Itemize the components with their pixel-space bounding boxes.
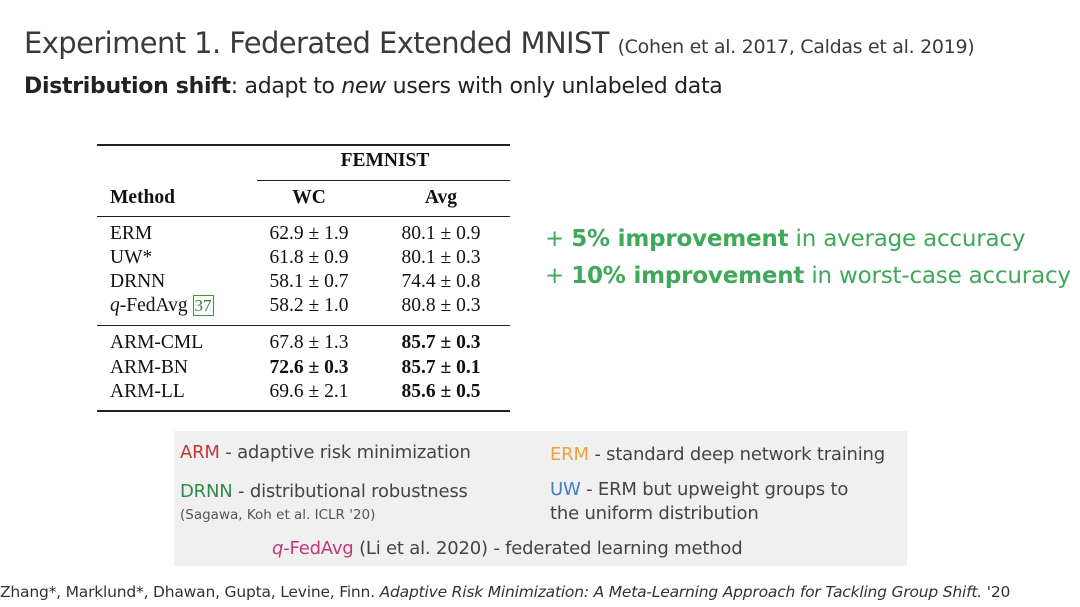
group-header-rule xyxy=(257,180,510,181)
subtitle-pre: : adapt to xyxy=(230,74,342,99)
qfedavg-citation-link[interactable]: 37 xyxy=(192,295,214,316)
legend-uw-key: UW xyxy=(550,479,581,500)
improvement-prefix: + xyxy=(545,226,572,252)
avg-uw: 80.1 ± 0.3 xyxy=(401,247,481,268)
method-qfedavg-name: -FedAvg xyxy=(119,295,188,316)
legend-drnn: DRNN - distributional robustness xyxy=(180,481,468,502)
footer-paper-title: Adaptive Risk Minimization: A Meta-Learn… xyxy=(379,583,983,601)
slide-subtitle: Distribution shift: adapt to new users w… xyxy=(24,74,723,99)
method-arm-bn: ARM-BN xyxy=(110,357,189,378)
improvement-rest: in average accuracy xyxy=(788,226,1026,252)
footer-authors: Zhang*, Marklund*, Dhawan, Gupta, Levine… xyxy=(0,583,380,601)
legend-qfedavg-desc: (Li et al. 2020) - federated learning me… xyxy=(353,538,743,559)
subtitle-italic: new xyxy=(341,74,386,99)
method-arm-ll: ARM-LL xyxy=(110,381,185,402)
legend-drnn-citation: (Sagawa, Koh et al. ICLR '20) xyxy=(180,507,376,523)
avg-arm-cml: 85.7 ± 0.3 xyxy=(401,332,481,353)
subtitle-bold: Distribution shift xyxy=(24,74,231,99)
avg-arm-bn: 85.7 ± 0.1 xyxy=(401,357,481,378)
method-uw: UW* xyxy=(110,247,153,268)
legend-uw: UW - ERM but upweight groups to xyxy=(550,479,848,500)
col-header-wc: WC xyxy=(292,187,326,208)
improvement-prefix: + xyxy=(545,263,572,289)
wc-erm: 62.9 ± 1.9 xyxy=(269,223,349,244)
avg-arm-ll: 85.6 ± 0.5 xyxy=(401,381,481,402)
wc-drnn: 58.1 ± 0.7 xyxy=(269,271,349,292)
wc-arm-bn: 72.6 ± 0.3 xyxy=(269,357,349,378)
avg-qfedavg: 80.8 ± 0.3 xyxy=(401,295,481,316)
group-header: FEMNIST xyxy=(340,150,430,171)
wc-arm-cml: 67.8 ± 1.3 xyxy=(269,332,349,353)
col-header-avg: Avg xyxy=(424,187,458,208)
legend-arm-desc: - adaptive risk minimization xyxy=(219,442,471,463)
method-qfedavg-q: q xyxy=(110,295,120,316)
improvement-average: + 5% improvement in average accuracy xyxy=(545,226,1025,252)
section-rule xyxy=(97,325,510,326)
wc-uw: 61.8 ± 0.9 xyxy=(269,247,349,268)
legend-arm: ARM - adaptive risk minimization xyxy=(180,442,471,463)
footer-year: '20 xyxy=(982,583,1011,601)
improvement-bold: 10% improvement xyxy=(571,263,805,289)
header-rule xyxy=(97,216,510,217)
legend-erm: ERM - standard deep network training xyxy=(550,444,885,465)
legend-qfedavg: q-FedAvg (Li et al. 2020) - federated le… xyxy=(272,538,743,559)
table-bottom-rule xyxy=(97,410,510,412)
avg-drnn: 74.4 ± 0.8 xyxy=(401,271,481,292)
method-drnn: DRNN xyxy=(110,271,166,292)
method-arm-cml: ARM-CML xyxy=(110,332,204,353)
wc-qfedavg: 58.2 ± 1.0 xyxy=(269,295,349,316)
legend-erm-desc: - standard deep network training xyxy=(588,444,885,465)
method-erm: ERM xyxy=(110,223,153,244)
legend-qfedavg-key: -FedAvg xyxy=(283,538,354,559)
wc-arm-ll: 69.6 ± 2.1 xyxy=(269,381,349,402)
improvement-bold: 5% improvement xyxy=(571,226,789,252)
title-text: Experiment 1. Federated Extended MNIST xyxy=(24,26,610,60)
legend-drnn-desc: - distributional robustness xyxy=(232,481,468,502)
slide-title: Experiment 1. Federated Extended MNIST (… xyxy=(24,26,975,60)
legend-qfedavg-q: q xyxy=(272,538,284,559)
col-header-method: Method xyxy=(110,187,175,208)
method-qfedavg: q-FedAvg 37 xyxy=(110,295,214,317)
footer-citation: Zhang*, Marklund*, Dhawan, Gupta, Levine… xyxy=(0,583,1010,601)
legend-uw-desc-2: the uniform distribution xyxy=(550,503,759,524)
improvement-worst-case: + 10% improvement in worst-case accuracy xyxy=(545,263,1071,289)
improvement-rest: in worst-case accuracy xyxy=(804,263,1071,289)
legend-erm-key: ERM xyxy=(550,444,589,465)
legend-drnn-key: DRNN xyxy=(180,481,233,502)
legend-uw-desc: - ERM but upweight groups to xyxy=(580,479,849,500)
legend-arm-key: ARM xyxy=(180,442,220,463)
subtitle-post: users with only unlabeled data xyxy=(385,74,723,99)
title-citation: (Cohen et al. 2017, Caldas et al. 2019) xyxy=(617,36,975,58)
legend-box: ARM - adaptive risk minimization ERM - s… xyxy=(174,431,907,566)
avg-erm: 80.1 ± 0.9 xyxy=(401,223,481,244)
table-top-rule xyxy=(97,144,510,146)
